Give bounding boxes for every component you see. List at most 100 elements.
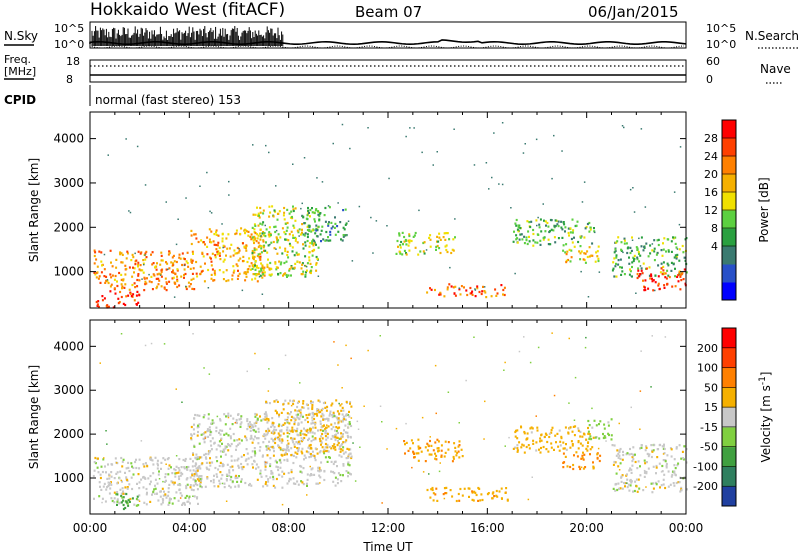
- velocity-cell: [266, 454, 269, 457]
- power-cell: [327, 224, 330, 227]
- velocity-cell: [504, 445, 506, 447]
- power-cell: [561, 150, 563, 152]
- velocity-cell: [196, 474, 199, 477]
- velocity-cell: [347, 426, 350, 429]
- velocity-cell: [341, 406, 344, 409]
- power-cell: [651, 243, 654, 245]
- power-cell: [408, 239, 411, 242]
- velocity-cell: [424, 446, 427, 449]
- power-cell: [623, 242, 626, 245]
- velocity-cell: [334, 460, 337, 463]
- power-cell: [583, 252, 586, 255]
- power-cell: [180, 275, 183, 278]
- velocity-cell: [337, 364, 339, 366]
- velocity-cell: [302, 483, 305, 486]
- power-cell: [515, 218, 518, 222]
- velocity-cell: [550, 446, 553, 449]
- power-cell: [296, 241, 299, 244]
- velocity-cell: [212, 421, 215, 424]
- velocity-cell: [675, 447, 678, 450]
- velocity-cell: [272, 478, 275, 481]
- power-cell: [532, 244, 535, 247]
- power-cell: [436, 240, 438, 243]
- velocity-cell: [185, 478, 188, 481]
- velocity-cell: [204, 485, 207, 488]
- velocity-cell: [320, 426, 323, 429]
- velocity-cell: [629, 478, 632, 482]
- power-cell: [153, 274, 156, 277]
- power-cell: [628, 273, 631, 276]
- cpid-value: normal (fast stereo) 153: [95, 93, 241, 107]
- power-cell: [639, 254, 642, 257]
- velocity-cell: [168, 501, 171, 504]
- power-cell: [96, 271, 99, 274]
- velocity-cell: [326, 449, 329, 453]
- power-cell: [315, 262, 318, 265]
- power-cell: [330, 227, 333, 230]
- velocity-cell: [348, 410, 350, 413]
- velocity-cell: [595, 424, 598, 427]
- velocity-cell: [569, 426, 572, 429]
- velocity-cell: [225, 415, 227, 418]
- velocity-cell: [311, 404, 314, 407]
- power-cell: [210, 212, 213, 214]
- velocity-cell: [330, 428, 333, 431]
- velocity-cell: [111, 463, 114, 466]
- power-cell: [445, 232, 448, 235]
- power-cell: [683, 256, 686, 259]
- velocity-cell: [292, 441, 295, 444]
- power-cell: [252, 213, 255, 216]
- velocity-cell: [238, 475, 240, 478]
- velocity-cell: [208, 451, 211, 454]
- power-cell: [215, 229, 218, 232]
- power-cell: [627, 246, 630, 249]
- velocity-cell: [111, 499, 114, 503]
- velocity-cell: [337, 421, 340, 424]
- power-cell: [225, 254, 227, 257]
- power-cell: [583, 258, 586, 262]
- power-cell: [619, 258, 622, 261]
- power-cell: [264, 224, 266, 227]
- power-cell: [302, 270, 305, 273]
- power-cell: [315, 263, 318, 266]
- velocity-cell: [201, 462, 204, 465]
- velocity-cell: [644, 462, 647, 465]
- velocity-cell: [309, 474, 312, 477]
- velocity-cell: [290, 454, 293, 457]
- velocity-cell: [186, 483, 189, 486]
- power-cell: [109, 273, 112, 276]
- power-cell: [281, 252, 284, 255]
- power-cell: [193, 233, 196, 236]
- velocity-cell: [150, 458, 153, 461]
- velocity-cell: [286, 458, 289, 461]
- power-cell: [268, 151, 270, 154]
- velocity-cell: [504, 361, 506, 364]
- power-cell: [681, 272, 684, 275]
- power-cell: [276, 218, 279, 221]
- velocity-cell: [259, 472, 262, 475]
- velocity-cell: [236, 480, 239, 483]
- power-cell: [293, 254, 296, 257]
- velocity-cell: [616, 449, 619, 452]
- velocity-cell: [580, 457, 583, 460]
- velocity-cell: [229, 414, 232, 417]
- velocity-cell: [303, 436, 306, 440]
- velocity-cell: [254, 412, 257, 416]
- power-cell: [358, 205, 361, 208]
- velocity-cell: [347, 471, 350, 474]
- power-cell: [132, 293, 135, 296]
- power-cell: [235, 232, 238, 235]
- velocity-cell: [115, 472, 118, 475]
- velocity-cell: [567, 432, 570, 435]
- velocity-cell: [432, 492, 435, 495]
- velocity-cell: [240, 439, 243, 442]
- power-cell: [197, 240, 200, 244]
- power-cell: [545, 224, 547, 227]
- velocity-cell: [346, 431, 349, 434]
- velocity-cell: [209, 440, 212, 443]
- power-cell: [317, 225, 320, 228]
- velocity-cell: [610, 438, 613, 441]
- power-cell: [289, 216, 292, 219]
- power-cell: [337, 202, 339, 204]
- power-cell: [670, 269, 673, 272]
